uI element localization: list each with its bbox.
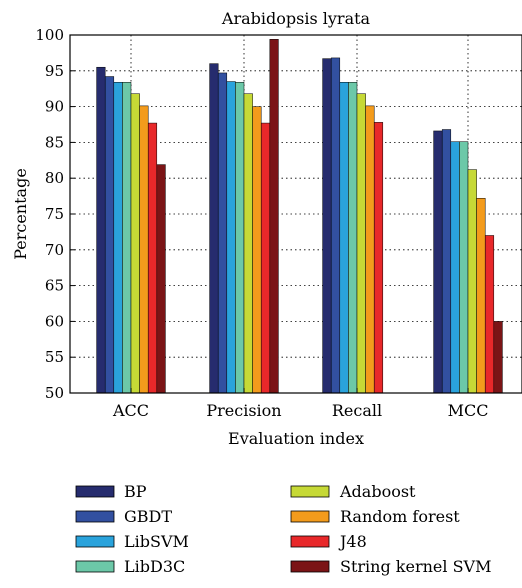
bar-string-kernel-svm [269,39,279,394]
legend-label: GBDT [124,507,172,526]
bar-libsvm [339,82,349,394]
x-axis-label: Evaluation index [228,429,364,448]
bar-bp [209,63,219,394]
y-axis: 50 55 60 65 70 75 80 85 90 95 100 [35,26,75,402]
y-tick-label: 60 [45,312,64,330]
legend-label: LibSVM [124,532,189,551]
legend-swatch [75,510,115,523]
bar-j48 [484,235,495,394]
bar-bp [433,130,443,394]
bar-j48 [260,122,271,394]
x-axis: ACC Precision Recall MCC [112,388,488,420]
legend: BP GBDT LibSVM LibD3C Adaboost Random forest J… [75,482,491,576]
y-tick-label: 100 [35,26,64,44]
x-tick-label: ACC [112,401,149,420]
bar-libsvm [226,81,236,394]
bar-libd3c [348,82,358,394]
legend-label: Random forest [340,507,460,526]
bar-adaboost [467,169,477,394]
y-tick-label: 90 [45,98,64,116]
bar-random-forest [139,105,149,394]
y-tick-label: 85 [45,133,64,151]
bar-gbdt [217,72,228,394]
y-tick-label: 50 [45,384,64,402]
bar-libd3c [235,82,245,394]
legend-label: Adaboost [339,482,416,501]
legend-swatch [75,535,115,548]
bar-string-kernel-svm [493,321,503,394]
legend-swatch [290,485,330,498]
bar-adaboost [130,93,140,394]
bar-adaboost [243,93,253,394]
bar-gbdt [330,57,341,394]
x-tick-label: MCC [448,401,489,420]
legend-swatch [75,560,115,573]
bar-random-forest [252,106,262,394]
y-tick-label: 70 [45,241,64,259]
x-tick-label: Precision [206,401,281,420]
bar-bp [322,58,332,394]
legend-swatch [290,510,330,523]
y-tick-label: 80 [45,169,64,187]
bar-random-forest [365,105,375,394]
legend-swatch [75,485,115,498]
bar-libsvm [450,141,460,394]
bars [96,39,503,394]
bar-libd3c [459,141,469,394]
bar-string-kernel-svm [156,164,166,394]
bar-j48 [147,122,158,394]
legend-label: BP [124,482,147,501]
bar-adaboost [356,93,366,394]
bar-libsvm [113,82,123,394]
y-tick-label: 75 [45,205,64,223]
legend-label: J48 [338,532,367,551]
bar-libd3c [122,82,132,394]
bar-gbdt [441,129,452,394]
legend-swatch [290,560,330,573]
chart-title: Arabidopsis lyrata [221,9,371,28]
y-tick-label: 55 [45,348,64,366]
x-tick-label: Recall [332,401,382,420]
y-tick-label: 95 [45,62,64,80]
y-axis-label: Percentage [11,168,30,260]
y-tick-label: 65 [45,277,64,295]
legend-swatch [290,535,330,548]
legend-label: String kernel SVM [340,557,491,576]
bar-gbdt [104,76,115,394]
legend-label: LibD3C [124,557,185,576]
bar-random-forest [476,197,486,394]
bar-bp [96,66,106,394]
bar-j48 [373,122,384,394]
